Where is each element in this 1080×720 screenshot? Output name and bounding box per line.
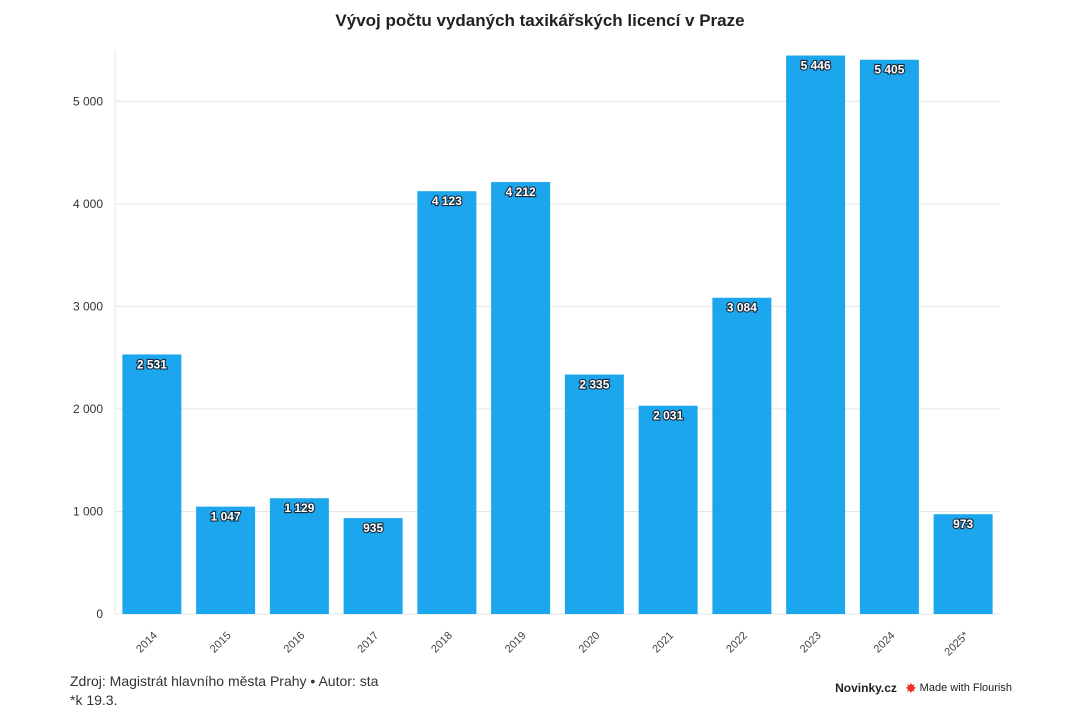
bar-2024[interactable] bbox=[859, 59, 919, 614]
bar-2022[interactable] bbox=[712, 297, 772, 614]
bar-2023[interactable] bbox=[786, 55, 846, 614]
chart-footer: Zdroj: Magistrát hlavního města Prahy • … bbox=[70, 672, 378, 710]
y-tick-label: 2 000 bbox=[73, 402, 103, 416]
y-tick-label: 5 000 bbox=[73, 94, 103, 108]
flourish-credit[interactable]: ✸ Made with Flourish bbox=[905, 681, 1012, 695]
x-tick-label: 2016 bbox=[282, 630, 308, 656]
x-tick-label: 2019 bbox=[503, 630, 529, 656]
bar-2017[interactable] bbox=[343, 518, 403, 614]
x-axis: 2014 2015 2016 2017 2018 2019 2020 2021 2022 2023… bbox=[134, 629, 972, 658]
x-tick-label: 2021 bbox=[650, 630, 676, 656]
bar-2015[interactable] bbox=[196, 506, 256, 614]
data-labels: 2 531 1 047 1 129 935 4 123 4 212 2 335 2 031 3 … bbox=[136, 57, 975, 536]
y-tick-label: 3 000 bbox=[73, 299, 103, 313]
source-note: Zdroj: Magistrát hlavního města Prahy • … bbox=[70, 673, 379, 689]
data-label: 5 446 bbox=[801, 59, 831, 73]
x-tick-label: 2025* bbox=[942, 629, 971, 658]
bars bbox=[122, 55, 993, 615]
data-label: 1 047 bbox=[211, 510, 241, 524]
bar-2019[interactable] bbox=[491, 182, 551, 614]
x-tick-label: 2018 bbox=[429, 630, 455, 656]
branding: Novinky.cz ✸ Made with Flourish bbox=[835, 681, 1012, 695]
x-tick-label: 2023 bbox=[798, 630, 824, 656]
data-label: 1 129 bbox=[284, 501, 314, 515]
bar-2020[interactable] bbox=[564, 374, 624, 614]
data-label: 5 405 bbox=[874, 63, 904, 77]
y-axis: 0 1 000 2 000 3 000 4 000 5 000 bbox=[73, 94, 103, 621]
chart-title: Vývoj počtu vydaných taxikářských licenc… bbox=[335, 11, 744, 30]
data-label: 2 031 bbox=[653, 409, 683, 423]
data-label: 973 bbox=[953, 517, 973, 531]
bar-2025*[interactable] bbox=[933, 514, 993, 614]
site-logo[interactable]: Novinky.cz bbox=[835, 681, 897, 695]
flourish-star-icon: ✸ bbox=[904, 680, 917, 696]
x-tick-label: 2014 bbox=[134, 630, 160, 656]
data-label: 2 531 bbox=[137, 357, 167, 371]
flourish-label: Made with Flourish bbox=[919, 682, 1012, 694]
x-tick-label: 2022 bbox=[724, 630, 750, 656]
x-tick-label: 2024 bbox=[872, 630, 898, 656]
data-label: 935 bbox=[363, 521, 383, 535]
date-note: *k 19.3. bbox=[70, 692, 118, 708]
bar-2016[interactable] bbox=[269, 498, 329, 614]
x-tick-label: 2015 bbox=[208, 630, 234, 656]
gridlines bbox=[114, 50, 1000, 615]
data-label: 4 212 bbox=[506, 185, 536, 199]
y-tick-label: 4 000 bbox=[73, 197, 103, 211]
data-label: 4 123 bbox=[432, 194, 462, 208]
x-tick-label: 2017 bbox=[355, 630, 381, 656]
y-tick-label: 0 bbox=[96, 607, 103, 621]
data-label: 2 335 bbox=[579, 378, 609, 392]
y-tick-label: 1 000 bbox=[73, 504, 103, 518]
bar-2021[interactable] bbox=[638, 405, 698, 614]
bar-2018[interactable] bbox=[417, 191, 477, 615]
data-label: 3 084 bbox=[727, 301, 757, 315]
bar-2014[interactable] bbox=[122, 354, 182, 614]
x-tick-label: 2020 bbox=[577, 630, 603, 656]
